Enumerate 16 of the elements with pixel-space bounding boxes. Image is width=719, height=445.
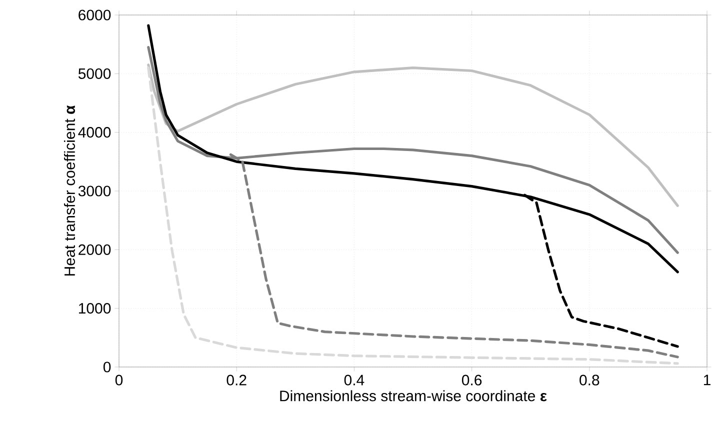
y-tick-label: 5000 (78, 68, 111, 79)
y-tick-label: 6000 (78, 10, 111, 20)
x-axis-title: Dimensionless stream-wise coordinate ε (280, 390, 547, 402)
y-tick-label: 3000 (78, 186, 111, 196)
y-axis-title: Heat transfer coefficient α (64, 105, 76, 276)
line-series (147, 64, 679, 207)
x-tick-label: 0.8 (580, 374, 600, 386)
x-tick-label: 0.2 (226, 374, 246, 386)
y-tick-label: 4000 (78, 127, 111, 138)
x-tick-label: 0.4 (344, 374, 364, 386)
y-tick-label: 2000 (78, 244, 111, 255)
y-tick-label: 0 (103, 362, 111, 372)
x-tick-label: 0 (115, 374, 123, 386)
y-tick-label: 1000 (79, 303, 111, 314)
x-tick-label: 0.6 (462, 374, 482, 386)
x-tick-label: 1 (704, 374, 710, 386)
